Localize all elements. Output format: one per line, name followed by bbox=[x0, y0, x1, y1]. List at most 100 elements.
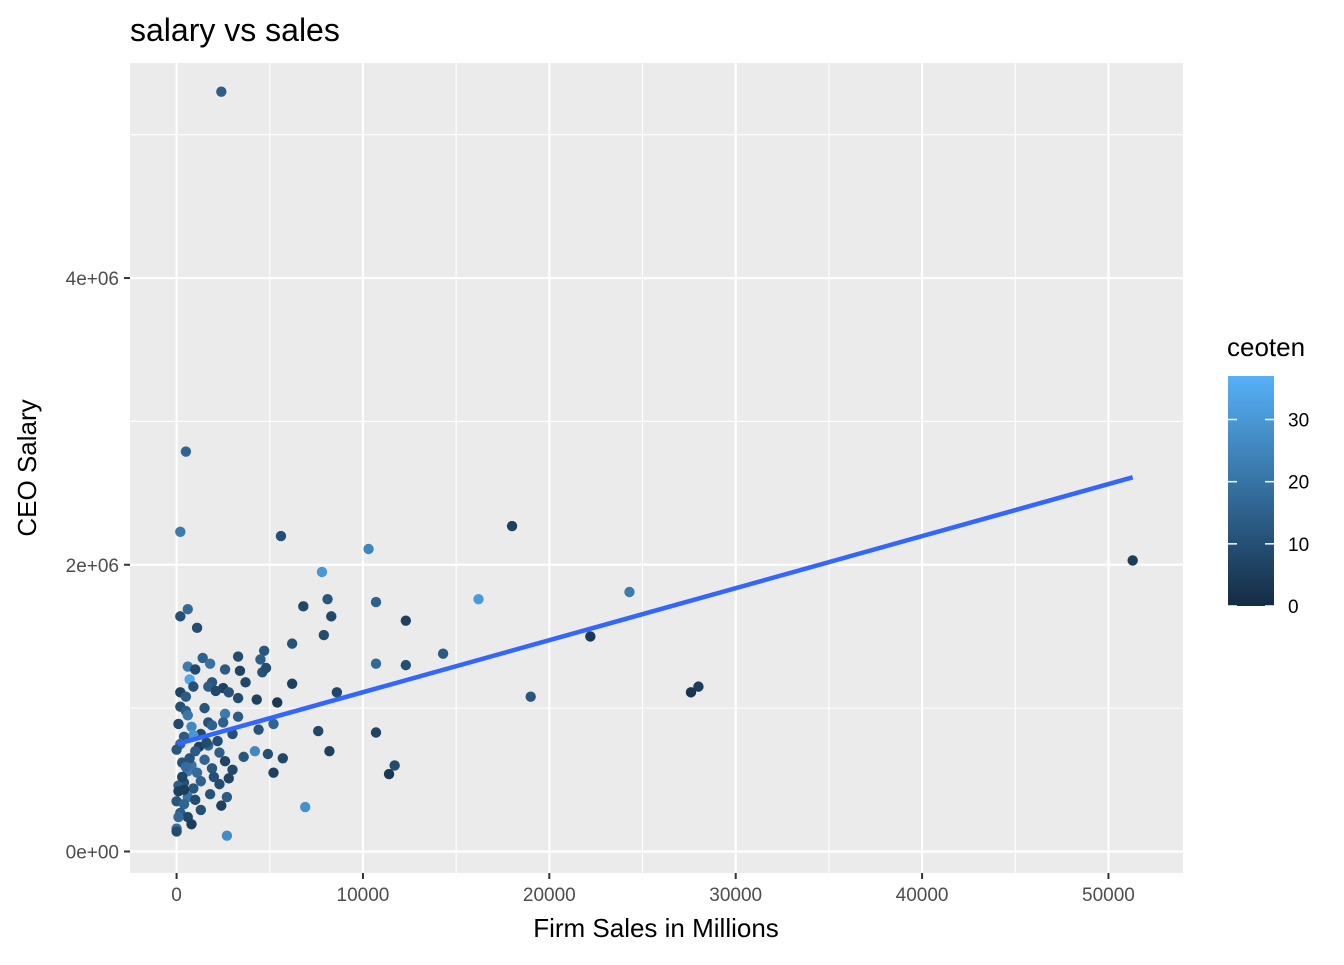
data-point bbox=[260, 662, 272, 674]
data-point bbox=[199, 754, 210, 765]
data-point bbox=[318, 629, 330, 641]
data-point bbox=[258, 645, 270, 656]
data-point bbox=[173, 718, 184, 730]
data-point bbox=[268, 767, 279, 778]
data-point bbox=[180, 446, 192, 457]
data-point bbox=[178, 798, 190, 810]
x-tick-label: 40000 bbox=[896, 885, 949, 906]
data-point bbox=[383, 768, 395, 780]
trend-line bbox=[176, 475, 1134, 747]
data-point bbox=[180, 761, 192, 773]
data-point bbox=[221, 791, 233, 803]
data-point bbox=[298, 601, 309, 612]
data-point bbox=[204, 658, 216, 669]
data-point bbox=[204, 788, 216, 800]
data-point bbox=[219, 755, 231, 767]
data-point bbox=[214, 778, 225, 790]
data-point bbox=[173, 811, 184, 823]
data-point bbox=[232, 651, 244, 662]
data-point bbox=[400, 615, 412, 626]
legend-tick-label: 30 bbox=[1288, 411, 1309, 432]
data-point bbox=[206, 720, 218, 731]
y-axis: 0e+00 2e+06 4e+06 bbox=[66, 269, 130, 863]
data-point bbox=[286, 638, 298, 649]
data-point bbox=[234, 665, 246, 677]
data-point bbox=[693, 681, 704, 692]
data-point bbox=[525, 691, 536, 702]
legend-ticks: 0 10 20 30 bbox=[1228, 411, 1309, 618]
data-point bbox=[175, 526, 186, 537]
data-point bbox=[197, 652, 208, 664]
data-point bbox=[195, 804, 207, 816]
data-point bbox=[223, 687, 234, 698]
data-point bbox=[326, 611, 337, 622]
data-point bbox=[272, 697, 283, 708]
data-point bbox=[437, 648, 449, 659]
data-point bbox=[506, 520, 518, 532]
data-point bbox=[219, 708, 231, 720]
data-point bbox=[316, 566, 328, 578]
data-point bbox=[191, 622, 203, 634]
data-point bbox=[195, 776, 207, 787]
data-point bbox=[624, 586, 635, 598]
data-point bbox=[208, 771, 220, 783]
data-point bbox=[206, 763, 218, 774]
data-point bbox=[182, 710, 193, 721]
data-point bbox=[238, 751, 249, 763]
data-point bbox=[275, 530, 287, 542]
data-point bbox=[190, 794, 201, 806]
data-point bbox=[331, 687, 343, 698]
data-point bbox=[223, 773, 234, 784]
data-point bbox=[232, 711, 244, 722]
data-point bbox=[219, 664, 231, 675]
grid-major-lines bbox=[130, 63, 1183, 873]
data-point bbox=[322, 593, 333, 605]
data-point bbox=[182, 604, 193, 615]
data-point bbox=[178, 784, 190, 796]
legend-tick-label: 10 bbox=[1288, 535, 1309, 556]
data-point bbox=[184, 753, 195, 764]
data-point bbox=[370, 658, 382, 669]
data-point bbox=[240, 677, 251, 688]
data-point bbox=[191, 767, 203, 778]
x-tick-label: 0 bbox=[171, 885, 182, 906]
x-axis-title: Firm Sales in Millions bbox=[533, 913, 779, 943]
data-point bbox=[299, 801, 311, 813]
data-point bbox=[186, 721, 197, 732]
y-axis-title: CEO Salary bbox=[12, 399, 42, 536]
legend-tick-label: 0 bbox=[1288, 597, 1299, 618]
data-point bbox=[171, 826, 182, 837]
data-point bbox=[190, 664, 201, 675]
data-point bbox=[176, 771, 188, 783]
data-point bbox=[232, 692, 244, 704]
x-tick-label: 50000 bbox=[1082, 885, 1135, 906]
data-point bbox=[1127, 555, 1138, 566]
data-point bbox=[253, 724, 264, 735]
trend-line-layer bbox=[176, 475, 1134, 747]
data-point bbox=[313, 725, 324, 737]
y-tick-label: 2e+06 bbox=[66, 556, 119, 577]
x-tick-label: 10000 bbox=[337, 885, 390, 906]
data-point bbox=[180, 691, 192, 702]
y-tick-label: 0e+00 bbox=[66, 842, 119, 863]
y-tick-label: 4e+06 bbox=[66, 269, 119, 290]
data-point bbox=[685, 687, 697, 698]
data-point bbox=[199, 702, 210, 714]
data-point bbox=[190, 745, 201, 757]
data-point bbox=[249, 745, 261, 757]
data-point bbox=[217, 717, 229, 728]
data-point bbox=[186, 819, 197, 830]
data-point bbox=[214, 747, 225, 758]
data-point bbox=[324, 745, 335, 757]
plot-panel bbox=[130, 63, 1183, 873]
data-point bbox=[212, 735, 223, 747]
data-point bbox=[268, 718, 279, 730]
legend-colorbar bbox=[1228, 376, 1274, 606]
data-point bbox=[188, 681, 199, 692]
data-point bbox=[201, 737, 212, 748]
x-tick-label: 20000 bbox=[523, 885, 576, 906]
data-point bbox=[473, 593, 484, 605]
color-legend: ceoten 0 10 20 30 bbox=[1227, 332, 1309, 618]
